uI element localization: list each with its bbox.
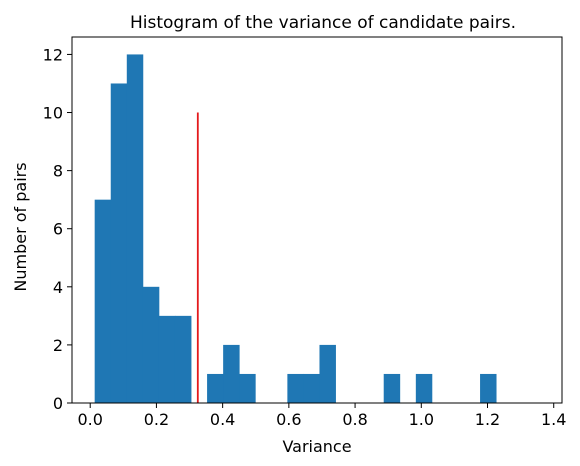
histogram-bar	[174, 315, 192, 403]
plot-area: 0.0 0.2 0.4 0.6 0.8 1.0 1.2 1.4 0 2 4 6 8 10 12	[43, 36, 566, 429]
y-tick-label: 2	[53, 336, 63, 355]
histogram-bar	[480, 373, 497, 403]
y-tick-label: 12	[43, 45, 63, 64]
histogram-bar	[94, 199, 112, 403]
y-tick-label: 10	[43, 104, 63, 123]
y-tick-label: 0	[53, 394, 63, 413]
plot-frame	[71, 36, 563, 404]
histogram-bar	[319, 344, 336, 403]
x-tick-label: 0.0	[77, 410, 102, 429]
histogram-bar	[383, 373, 401, 403]
x-tick-label: 0.6	[276, 410, 301, 429]
x-tick-label: 0.4	[210, 410, 235, 429]
x-tick-label: 0.8	[342, 410, 367, 429]
x-tick-label: 1.2	[475, 410, 500, 429]
y-tick-label: 8	[53, 162, 63, 181]
histogram-bar	[158, 315, 176, 403]
x-tick-label: 1.0	[409, 410, 434, 429]
histogram-bar	[223, 344, 240, 403]
histogram-bar	[239, 373, 256, 403]
y-tick-label: 6	[53, 220, 63, 239]
chart-title: Histogram of the variance of candidate p…	[130, 13, 516, 33]
histogram-bar	[110, 83, 128, 403]
x-tick-label: 1.4	[541, 410, 566, 429]
histogram-bar	[126, 54, 144, 404]
y-tick-label: 4	[53, 278, 63, 297]
histogram-bar	[142, 286, 160, 403]
histogram-bar	[415, 373, 433, 403]
y-axis-label: Number of pairs	[11, 162, 30, 291]
x-tick-label: 0.2	[144, 410, 169, 429]
histogram-bar	[287, 373, 304, 403]
histogram-bar	[207, 373, 224, 403]
x-axis-label: Variance	[282, 437, 351, 456]
histogram-bar	[303, 373, 320, 403]
